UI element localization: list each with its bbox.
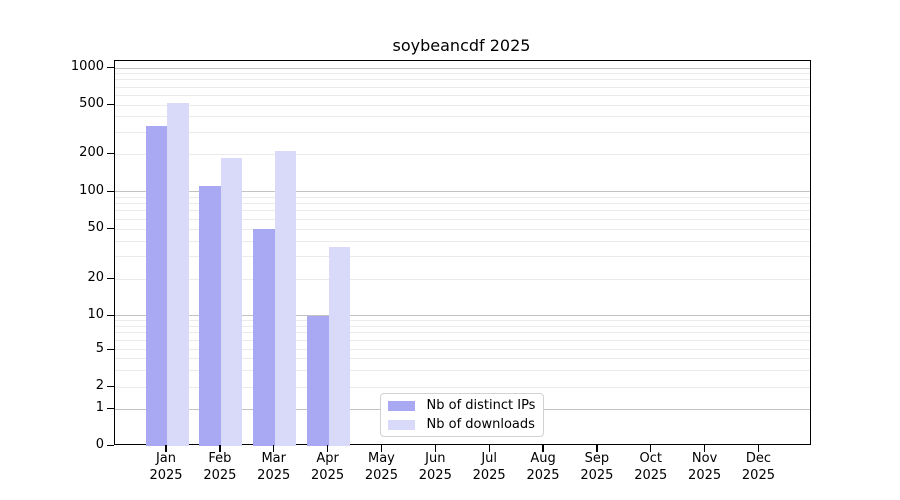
legend-item: Nb of distinct IPs [387, 398, 536, 413]
x-tick-label: Jan 2025 [149, 451, 183, 483]
y-tick-label: 100 [79, 182, 104, 198]
gridline [114, 67, 810, 69]
y-tick-mark [106, 67, 114, 69]
gridline [114, 340, 810, 342]
x-tick-mark [757, 445, 760, 452]
y-tick-label: 1000 [70, 59, 104, 74]
x-tick-mark [596, 445, 598, 452]
x-tick-label: Nov 2025 [688, 451, 722, 483]
gridline [114, 386, 810, 388]
bar-downloads-2 [274, 151, 297, 446]
chart-title: soybeancdf 2025 [392, 36, 531, 55]
legend-swatch-icon [387, 400, 415, 411]
x-tick-label: Aug 2025 [526, 451, 560, 483]
y-tick-mark [106, 314, 114, 316]
y-tick-label: 5 [95, 340, 104, 356]
gridline [114, 349, 810, 350]
x-tick-mark [542, 445, 544, 452]
x-tick-label: Oct 2025 [634, 451, 668, 483]
x-tick-label: Jul 2025 [472, 451, 506, 483]
gridline [114, 210, 810, 212]
legend: Nb of distinct IPs Nb of downloads [379, 393, 544, 437]
gridline [114, 240, 810, 242]
x-tick-label: May 2025 [364, 451, 398, 483]
y-tick-mark [106, 104, 114, 106]
bar-distinct-ips-2 [253, 229, 275, 446]
gridline [114, 320, 810, 322]
y-tick-mark [106, 348, 114, 350]
gridline [114, 203, 810, 205]
y-tick-label: 1 [95, 400, 104, 415]
x-tick-mark [165, 445, 167, 452]
legend-label: Nb of distinct IPs [426, 398, 536, 413]
gridline [114, 332, 810, 334]
x-tick-mark [219, 445, 221, 452]
x-tick-mark [650, 445, 652, 452]
y-tick-label: 20 [87, 270, 104, 285]
x-tick-label: Apr 2025 [311, 451, 345, 483]
gridline [114, 153, 810, 155]
gridline [114, 104, 810, 106]
gridline [114, 191, 810, 192]
y-tick-mark [106, 153, 114, 155]
legend-swatch-icon [387, 419, 415, 430]
x-tick-mark [703, 445, 706, 452]
x-tick-mark [380, 445, 383, 452]
gridline [114, 325, 810, 327]
y-tick-label: 200 [79, 145, 104, 160]
x-tick-label: Feb 2025 [203, 451, 237, 483]
y-tick-label: 0 [95, 437, 104, 452]
x-tick-label: Jun 2025 [418, 451, 452, 483]
bar-distinct-ips-1 [199, 186, 221, 446]
gridline [114, 228, 810, 230]
legend-label: Nb of downloads [426, 417, 535, 432]
y-tick-mark [106, 190, 114, 192]
gridline [114, 86, 810, 88]
y-tick-mark [106, 408, 114, 410]
gridline [114, 116, 810, 118]
x-tick-label: Mar 2025 [257, 451, 291, 483]
y-tick-mark [106, 228, 114, 230]
y-tick-label: 500 [79, 96, 104, 111]
legend-item: Nb of downloads [387, 417, 536, 432]
gridline [114, 131, 810, 133]
gridline [114, 79, 810, 81]
y-tick-mark [106, 445, 114, 447]
x-tick-mark [488, 445, 490, 452]
gridline [114, 73, 810, 75]
bar-distinct-ips-3 [307, 315, 329, 446]
gridline [114, 369, 810, 371]
plot-area: Nb of distinct IPs Nb of downloads [113, 60, 811, 446]
bar-downloads-0 [167, 102, 189, 446]
x-tick-mark [434, 445, 436, 452]
bar-distinct-ips-0 [145, 125, 167, 446]
y-tick-label: 2 [95, 378, 104, 393]
y-tick-label: 50 [87, 220, 104, 235]
gridline [114, 94, 810, 96]
bar-downloads-3 [328, 246, 351, 446]
y-tick-mark [106, 278, 114, 280]
x-tick-label: Sep 2025 [580, 451, 614, 483]
gridline [114, 315, 810, 316]
x-tick-label: Dec 2025 [741, 451, 775, 483]
gridline [114, 256, 810, 258]
y-tick-mark [106, 386, 114, 388]
bar-downloads-1 [220, 158, 243, 446]
x-tick-mark [273, 445, 275, 452]
gridline [114, 218, 810, 220]
x-tick-mark [326, 445, 329, 452]
gridline [114, 196, 810, 198]
gridline [114, 358, 810, 360]
y-tick-label: 10 [87, 306, 104, 322]
gridline [114, 278, 810, 280]
